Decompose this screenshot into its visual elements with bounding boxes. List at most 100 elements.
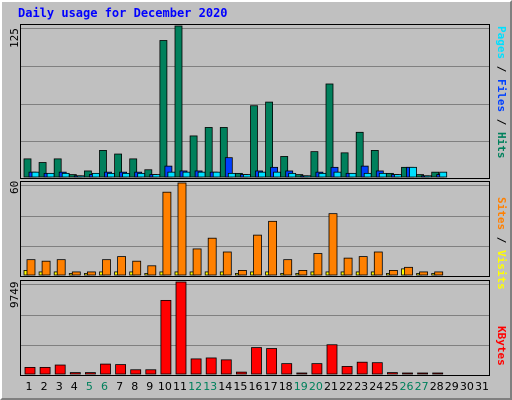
sites-bar-day-20 bbox=[313, 253, 323, 276]
pages-bar-day-8 bbox=[137, 172, 146, 178]
day-label-25: 25 bbox=[384, 380, 399, 393]
day-label-15: 15 bbox=[233, 380, 248, 393]
hits-bar-day-24 bbox=[370, 150, 379, 178]
kbytes-bar-day-14 bbox=[220, 359, 232, 375]
day-label-2: 2 bbox=[40, 380, 48, 393]
pages-bar-day-26 bbox=[409, 166, 417, 178]
bottom-legend-label: KBytes bbox=[495, 326, 508, 366]
kbytes-bar-day-25 bbox=[386, 372, 398, 375]
pages-bar-day-17 bbox=[273, 171, 282, 178]
pages-bar-day-4 bbox=[76, 175, 85, 178]
hits-bar-day-7 bbox=[114, 153, 122, 178]
pages-bar-day-25 bbox=[393, 174, 402, 178]
hits-bar-day-17 bbox=[265, 101, 274, 178]
sites-bar-day-11 bbox=[177, 182, 187, 276]
kbytes-bar-day-27 bbox=[417, 372, 429, 375]
sites-bar-day-21 bbox=[328, 213, 338, 276]
kbytes-bar-day-7 bbox=[115, 364, 126, 375]
day-label-9: 9 bbox=[146, 380, 154, 393]
hits-bar-day-13 bbox=[204, 127, 213, 178]
day-label-22: 22 bbox=[339, 380, 354, 393]
hits-bar-day-23 bbox=[355, 131, 364, 178]
day-label-16: 16 bbox=[248, 380, 263, 393]
sites-bar-day-23 bbox=[358, 256, 368, 276]
sites-bar-day-25 bbox=[388, 270, 398, 276]
pages-bar-day-13 bbox=[212, 171, 221, 178]
day-label-7: 7 bbox=[116, 380, 124, 393]
sites-bar-day-16 bbox=[253, 234, 262, 276]
day-label-28: 28 bbox=[429, 380, 444, 393]
pages-bar-day-21 bbox=[333, 171, 342, 178]
sites-bar-day-2 bbox=[41, 260, 51, 276]
kbytes-bar-day-15 bbox=[235, 371, 247, 375]
sites-bar-day-17 bbox=[268, 220, 278, 276]
legend-part-1: / bbox=[495, 230, 508, 250]
hits-bar-day-11 bbox=[174, 25, 183, 178]
sites-bar-day-26 bbox=[404, 266, 413, 276]
legend-part-2: Visits bbox=[495, 250, 508, 290]
kbytes-bar-day-8 bbox=[130, 369, 142, 375]
day-label-30: 30 bbox=[459, 380, 474, 393]
day-label-14: 14 bbox=[218, 380, 233, 393]
day-label-19: 19 bbox=[293, 380, 308, 393]
kbytes-bar-day-3 bbox=[54, 364, 66, 375]
day-label-26: 26 bbox=[399, 380, 414, 393]
kbytes-bar-day-2 bbox=[39, 366, 51, 375]
kbytes-plot bbox=[20, 280, 490, 376]
hits-bar-day-21 bbox=[325, 83, 334, 178]
hits-bar-day-8 bbox=[129, 158, 138, 178]
kbytes-bar-day-23 bbox=[356, 361, 368, 375]
sites-bar-day-9 bbox=[147, 265, 157, 276]
hits-bar-day-14 bbox=[219, 127, 228, 178]
legend-part-1: / bbox=[495, 59, 508, 79]
day-label-21: 21 bbox=[324, 380, 338, 393]
day-label-20: 20 bbox=[308, 380, 323, 393]
kbytes-bar-day-18 bbox=[281, 363, 293, 375]
chart-title: Daily usage for December 2020 bbox=[18, 6, 228, 20]
hits-bar-day-3 bbox=[53, 158, 62, 178]
hits-bar-day-10 bbox=[159, 40, 168, 178]
pages-bar-day-5 bbox=[92, 172, 100, 178]
sites-bar-day-27 bbox=[419, 271, 429, 276]
sites-bar-day-13 bbox=[207, 237, 217, 276]
day-label-17: 17 bbox=[263, 380, 278, 393]
kbytes-bar-day-24 bbox=[371, 362, 383, 375]
legend-part-0: Pages bbox=[495, 26, 508, 60]
sites-visits-plot bbox=[20, 181, 490, 277]
hits-bar-day-6 bbox=[99, 150, 107, 178]
sites-bar-day-8 bbox=[132, 260, 142, 276]
day-label-8: 8 bbox=[131, 380, 139, 393]
day-label-24: 24 bbox=[369, 380, 384, 393]
pages-bar-day-14 bbox=[227, 172, 236, 178]
hits-files-pages-plot bbox=[20, 24, 490, 179]
pages-bar-day-9 bbox=[152, 174, 161, 178]
day-label-5: 5 bbox=[85, 380, 93, 393]
hits-bar-day-1 bbox=[23, 158, 32, 178]
pages-bar-day-28 bbox=[439, 171, 448, 178]
top-legend-label: Pages / Files / Hits bbox=[495, 26, 508, 159]
sites-bar-day-14 bbox=[222, 251, 232, 276]
legend-part-2: Files bbox=[495, 79, 508, 113]
sites-bar-day-3 bbox=[56, 259, 66, 276]
kbytes-bar-day-12 bbox=[190, 358, 202, 375]
kbytes-bar-day-21 bbox=[326, 344, 338, 375]
legend-part-4: Hits bbox=[495, 132, 508, 159]
sites-bar-day-7 bbox=[117, 256, 126, 276]
kbytes-bar-day-6 bbox=[100, 363, 111, 375]
hits-bar-day-18 bbox=[280, 156, 289, 178]
pages-bar-day-11 bbox=[182, 171, 191, 178]
kbytes-bar-day-10 bbox=[160, 299, 172, 375]
pages-bar-day-10 bbox=[167, 171, 176, 178]
hits-bar-day-2 bbox=[38, 162, 47, 178]
day-label-6: 6 bbox=[101, 380, 108, 393]
sites-bar-day-6 bbox=[102, 259, 111, 276]
kbytes-bar-day-13 bbox=[205, 357, 217, 375]
kbytes-bar-day-16 bbox=[251, 347, 262, 375]
hits-bar-day-16 bbox=[250, 105, 258, 178]
legend-part-0: KBytes bbox=[495, 326, 508, 366]
sites-bar-day-5 bbox=[87, 271, 96, 276]
kbytes-bar-day-28 bbox=[432, 372, 444, 375]
hits-bar-day-20 bbox=[310, 151, 319, 178]
kbytes-bar-day-1 bbox=[24, 366, 36, 375]
day-label-3: 3 bbox=[55, 380, 63, 393]
